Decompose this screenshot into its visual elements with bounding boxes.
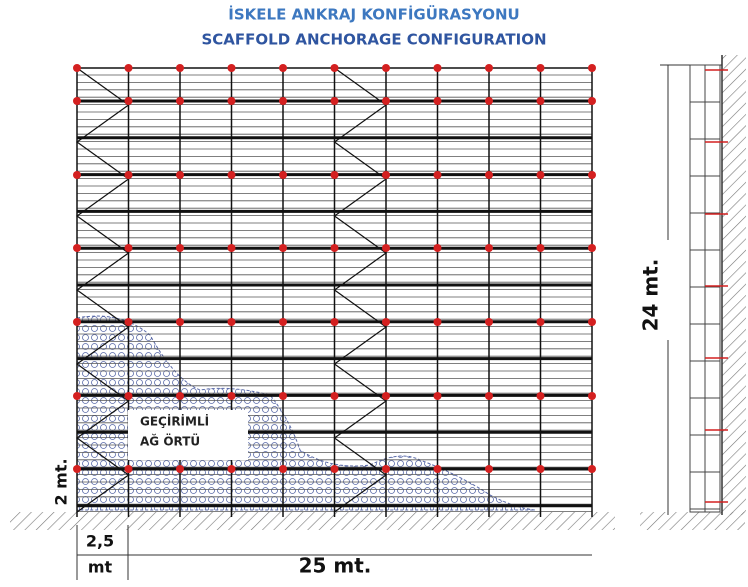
- anchor-point: [485, 64, 493, 72]
- anchor-point: [279, 64, 287, 72]
- anchor-point: [330, 171, 339, 179]
- total-width: 25 mt.: [299, 554, 372, 578]
- anchor-point: [485, 97, 493, 105]
- total-height: 24 mt.: [639, 259, 663, 332]
- anchor-point: [124, 64, 133, 72]
- net-cover: [76, 315, 536, 511]
- anchor-point: [588, 244, 596, 252]
- anchor-point: [536, 244, 545, 252]
- anchor-point: [279, 392, 287, 400]
- anchor-point: [279, 465, 287, 473]
- anchor-point: [73, 244, 81, 252]
- ground: [10, 512, 615, 530]
- anchor-point: [588, 465, 596, 473]
- anchor-point: [588, 171, 596, 179]
- net-label-bg: [128, 410, 248, 460]
- anchor-point: [227, 64, 236, 72]
- anchor-point: [73, 64, 81, 72]
- anchor-point: [124, 244, 133, 252]
- anchor-point: [485, 392, 493, 400]
- bay-height: 2 mt.: [52, 458, 71, 505]
- anchor-point: [73, 392, 81, 400]
- anchor-point: [124, 97, 133, 105]
- anchor-point: [588, 318, 596, 326]
- anchor-point: [330, 465, 339, 473]
- anchor-point: [73, 465, 81, 473]
- anchor-point: [433, 244, 442, 252]
- scaffold-frame: [73, 64, 596, 517]
- anchor-point: [279, 318, 287, 326]
- anchor-point: [176, 392, 184, 400]
- anchor-point: [73, 97, 81, 105]
- anchor-point: [124, 392, 133, 400]
- anchor-point: [227, 465, 236, 473]
- anchor-point: [227, 171, 236, 179]
- title-tr: İSKELE ANKRAJ KONFİGÜRASYONU: [228, 5, 519, 24]
- anchor-point: [433, 465, 442, 473]
- anchor-point: [536, 171, 545, 179]
- anchor-point: [433, 97, 442, 105]
- anchor-point: [382, 244, 390, 252]
- anchor-point: [536, 392, 545, 400]
- diagonal-brace: [333, 67, 388, 513]
- anchor-point: [382, 171, 390, 179]
- anchor-point: [382, 64, 390, 72]
- ground-side: [640, 512, 745, 530]
- anchor-point: [227, 97, 236, 105]
- anchor-point: [536, 64, 545, 72]
- anchor-point: [382, 97, 390, 105]
- anchor-point: [433, 171, 442, 179]
- diagonal-brace: [75, 67, 130, 513]
- title-en: SCAFFOLD ANCHORAGE CONFIGURATION: [201, 31, 546, 49]
- anchor-point: [536, 97, 545, 105]
- wall: [722, 55, 746, 515]
- anchor-point: [279, 244, 287, 252]
- anchor-point: [485, 465, 493, 473]
- anchor-point: [536, 465, 545, 473]
- anchor-point: [176, 64, 184, 72]
- anchor-point: [176, 244, 184, 252]
- anchor-point: [176, 465, 184, 473]
- anchor-point: [330, 64, 339, 72]
- anchor-point: [330, 244, 339, 252]
- anchor-point: [279, 97, 287, 105]
- anchor-point: [227, 244, 236, 252]
- anchor-point: [73, 318, 81, 326]
- anchor-point: [433, 392, 442, 400]
- bay-width: 2,5: [86, 532, 114, 551]
- anchor-point: [176, 97, 184, 105]
- side-view: [689, 64, 728, 513]
- anchor-point: [124, 171, 133, 179]
- dim-bg: [630, 240, 670, 340]
- anchor-point: [485, 318, 493, 326]
- anchor-point: [176, 171, 184, 179]
- anchor-point: [330, 318, 339, 326]
- anchor-point: [382, 318, 390, 326]
- anchor-point: [124, 318, 133, 326]
- anchor-point: [176, 318, 184, 326]
- anchor-point: [588, 392, 596, 400]
- anchor-point: [382, 392, 390, 400]
- anchor-point: [485, 171, 493, 179]
- anchor-point: [588, 64, 596, 72]
- anchor-point: [588, 97, 596, 105]
- bay-width-unit: mt: [88, 558, 113, 577]
- anchor-point: [227, 392, 236, 400]
- net-label: GEÇİRİMLİ: [140, 414, 209, 429]
- anchor-point: [433, 64, 442, 72]
- net-label: AĞ ÖRTÜ: [140, 434, 200, 449]
- anchor-point: [73, 171, 81, 179]
- anchor-point: [124, 465, 133, 473]
- anchor-point: [330, 97, 339, 105]
- anchor-point: [382, 465, 390, 473]
- anchor-point: [485, 244, 493, 252]
- anchor-point: [536, 318, 545, 326]
- anchor-point: [227, 318, 236, 326]
- anchor-point: [279, 171, 287, 179]
- anchor-point: [330, 392, 339, 400]
- anchor-point: [433, 318, 442, 326]
